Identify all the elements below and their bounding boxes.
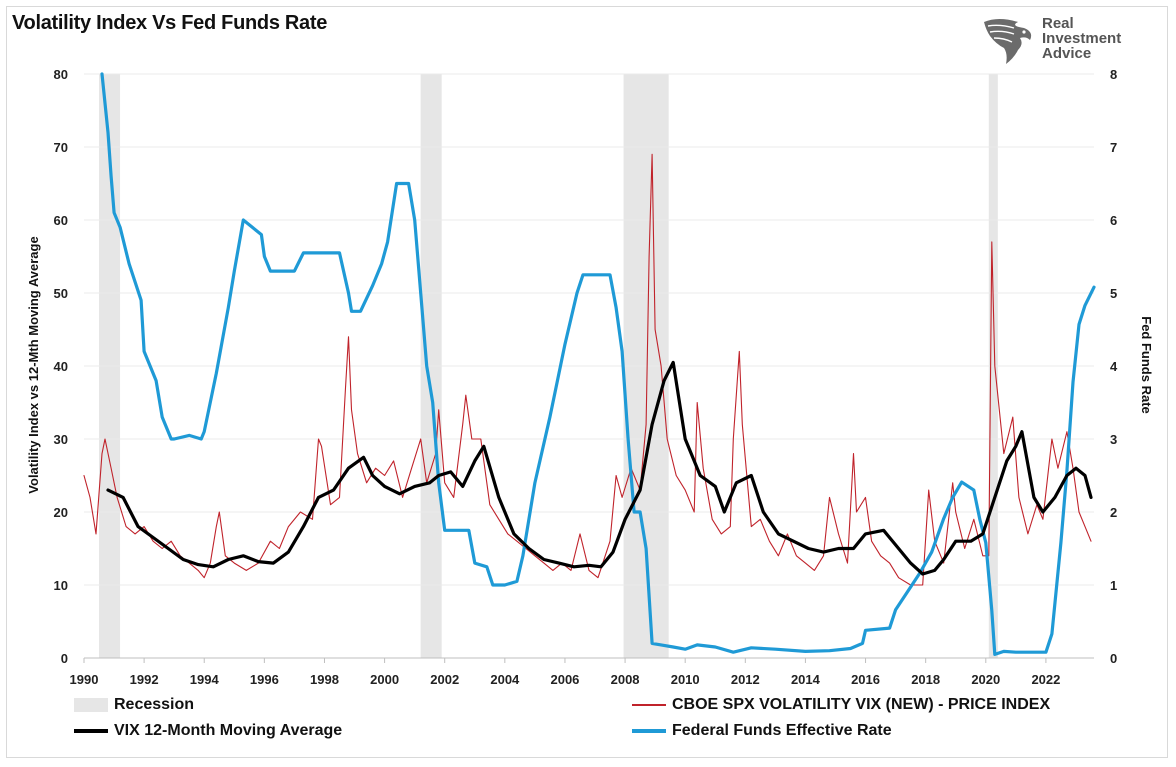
x-tick-label: 2010 — [671, 672, 700, 687]
brand-line-2: Investment — [1042, 30, 1122, 47]
legend-swatch-vix-ma — [74, 728, 108, 733]
y-tick-label: 10 — [54, 578, 68, 593]
y2-tick-label: 3 — [1110, 432, 1117, 447]
x-tick-label: 2020 — [971, 672, 1000, 687]
y2-tick-label: 0 — [1110, 651, 1117, 666]
y-tick-label: 50 — [54, 286, 68, 301]
x-tick-label: 2018 — [911, 672, 940, 687]
y-tick-label: 30 — [54, 432, 68, 447]
y-tick-label: 20 — [54, 505, 68, 520]
x-tick-label: 1990 — [70, 672, 99, 687]
y2-tick-label: 4 — [1110, 359, 1118, 374]
brand-line-3: Advice — [1042, 45, 1092, 62]
x-tick-label: 2004 — [490, 672, 520, 687]
legend-recession: Recession — [74, 696, 194, 714]
x-axis-ticks: 1990 1992 1994 1996 1998 2000 2002 2004 2006 2008… — [70, 657, 1094, 687]
legend-swatch-vix — [632, 703, 666, 706]
y-axis-right-ticks: 0 1 2 3 4 5 6 7 8 — [1110, 67, 1118, 666]
x-tick-label: 2012 — [731, 672, 760, 687]
y-axis-left-ticks: 0 10 20 30 40 50 60 70 80 — [54, 67, 68, 666]
legend-label-vix-ma: VIX 12-Month Moving Average — [114, 722, 343, 739]
legend-swatch-fed — [632, 728, 666, 733]
y-axis-right-title: Fed Funds Rate — [1139, 316, 1154, 414]
legend-vix-ma: VIX 12-Month Moving Average — [74, 722, 342, 740]
y-tick-label: 60 — [54, 213, 68, 228]
x-tick-label: 1992 — [130, 672, 159, 687]
y2-tick-label: 5 — [1110, 286, 1117, 301]
y-tick-label: 0 — [61, 651, 68, 666]
series-layer — [83, 72, 1096, 656]
legend-label-recession: Recession — [114, 696, 195, 713]
y-tick-label: 70 — [54, 140, 68, 155]
x-tick-label: 1998 — [310, 672, 339, 687]
x-tick-label: 1996 — [250, 672, 279, 687]
chart-frame — [6, 6, 1168, 758]
y2-tick-label: 2 — [1110, 505, 1117, 520]
legend-fed: Federal Funds Effective Rate — [632, 722, 892, 740]
y2-tick-label: 7 — [1110, 140, 1117, 155]
legend-label-fed: Federal Funds Effective Rate — [672, 722, 892, 739]
y2-tick-label: 6 — [1110, 213, 1117, 228]
x-tick-label: 2000 — [370, 672, 399, 687]
x-tick-label: 2022 — [1031, 672, 1060, 687]
brand-logo: Real Investment Advice — [980, 14, 1150, 68]
y-tick-label: 40 — [54, 359, 68, 374]
series-vix-ma — [106, 360, 1093, 576]
eagle-icon — [984, 19, 1032, 64]
x-tick-label: 2002 — [430, 672, 459, 687]
y-tick-label: 80 — [54, 67, 68, 82]
y2-tick-label: 8 — [1110, 67, 1117, 82]
brand-line-1: Real — [1042, 15, 1074, 32]
x-tick-label: 2006 — [550, 672, 579, 687]
gridlines — [84, 73, 1094, 659]
legend-label-vix: CBOE SPX VOLATILITY VIX (NEW) - PRICE IN… — [672, 696, 1051, 713]
x-tick-label: 2016 — [851, 672, 880, 687]
y-axis-left-title: Volatility Index vs 12-Mth Moving Averag… — [26, 236, 41, 493]
series-fed-funds — [100, 72, 1096, 656]
y2-tick-label: 1 — [1110, 578, 1117, 593]
chart-title: Volatility Index Vs Fed Funds Rate — [12, 12, 328, 34]
legend-vix: CBOE SPX VOLATILITY VIX (NEW) - PRICE IN… — [632, 696, 1050, 714]
x-tick-label: 2008 — [611, 672, 640, 687]
x-tick-label: 2014 — [791, 672, 821, 687]
legend-swatch-recession — [74, 697, 108, 712]
series-vix — [83, 153, 1092, 586]
x-tick-label: 1994 — [190, 672, 220, 687]
